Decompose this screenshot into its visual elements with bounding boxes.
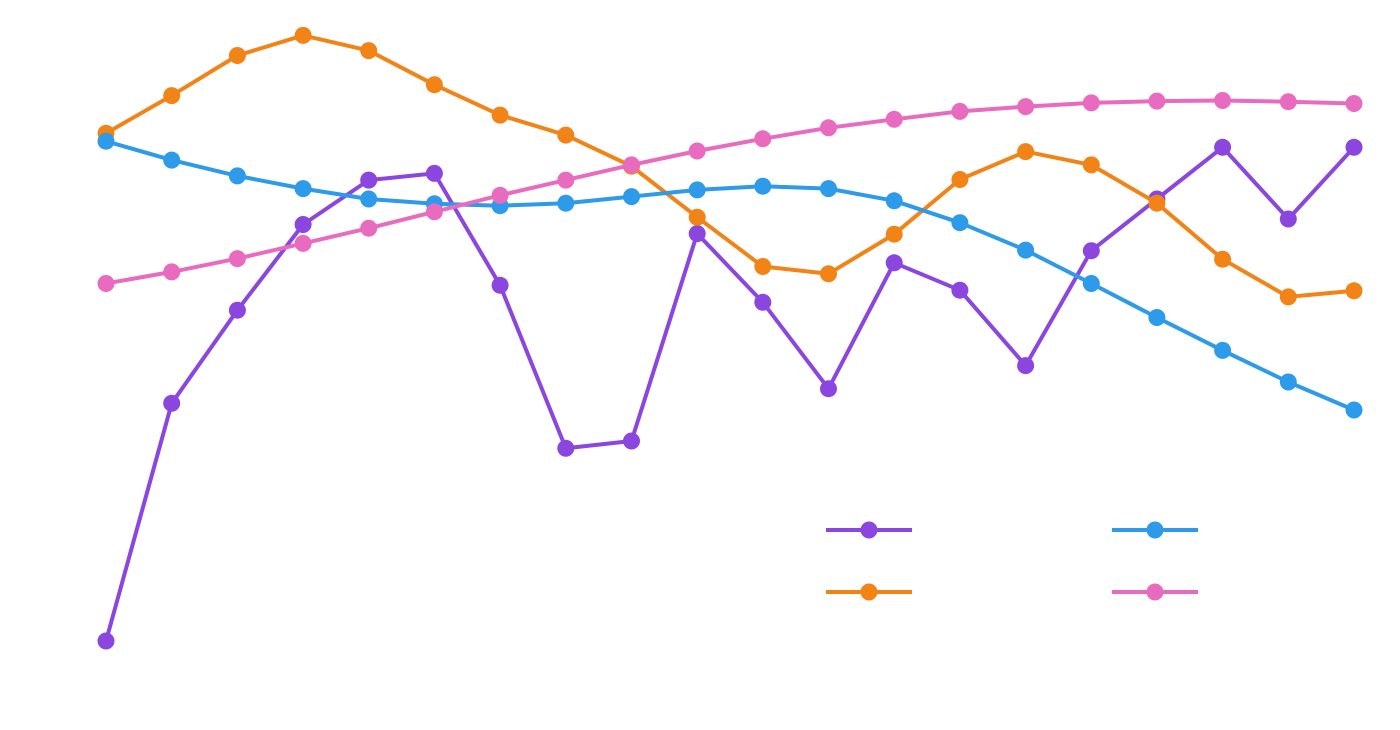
legend-item-4 — [1112, 583, 1198, 601]
series-4-point — [1148, 92, 1166, 110]
series-layer — [97, 26, 1363, 650]
series-1-point — [1082, 242, 1100, 260]
legend-item-3 — [1112, 521, 1198, 539]
series-1-point — [820, 380, 837, 398]
series-1-point — [951, 281, 969, 299]
series-2-point — [1279, 288, 1297, 306]
series-4-point — [294, 234, 312, 252]
series-1-point — [1345, 138, 1363, 156]
series-3-point — [623, 188, 640, 206]
series-2-point — [1082, 156, 1100, 174]
series-4-point — [491, 186, 509, 204]
series-4-point — [951, 102, 969, 120]
series-2-point — [1017, 143, 1035, 161]
series-2-point — [820, 265, 837, 283]
series-3-point — [228, 167, 246, 185]
series-3-point — [1279, 373, 1297, 391]
series-3-point — [1148, 309, 1166, 326]
series-2-point — [688, 208, 706, 226]
legend-swatch-marker — [1146, 583, 1164, 601]
series-4-point — [754, 130, 772, 148]
series-4-point — [1214, 92, 1232, 109]
series-2-point — [951, 171, 969, 188]
legend-swatch-marker — [860, 583, 878, 601]
series-3-point — [1214, 341, 1232, 359]
series-3-point — [1017, 241, 1035, 259]
series-2-point — [425, 76, 443, 94]
series-2 — [97, 26, 1363, 306]
series-1-point — [885, 254, 903, 272]
series-2-point — [294, 26, 312, 44]
series-2-point — [360, 42, 378, 60]
series-4-point — [1279, 93, 1297, 111]
series-4-point — [557, 171, 575, 189]
series-3-point — [1082, 275, 1100, 292]
series-1-point — [97, 632, 115, 650]
series-2-point — [1345, 282, 1363, 300]
series-1-point — [688, 225, 706, 243]
series-1-point — [425, 164, 443, 182]
series-4-point — [688, 142, 706, 160]
series-1-point — [360, 171, 378, 189]
legend-item-2 — [826, 583, 912, 601]
legend-item-1 — [826, 521, 912, 539]
series-2-point — [885, 225, 903, 243]
series-1-point — [163, 394, 181, 412]
series-2-point — [1214, 250, 1232, 268]
series-4 — [97, 92, 1363, 292]
series-1-point — [491, 276, 509, 294]
series-4-point — [1345, 95, 1363, 112]
series-3-point — [1345, 401, 1363, 419]
series-2-point — [491, 106, 509, 124]
series-3-point — [360, 190, 378, 208]
series-1-point — [557, 439, 575, 457]
series-4-point — [1082, 94, 1100, 112]
series-4-point — [228, 250, 246, 268]
series-2-point — [754, 258, 772, 275]
series-4-line — [104, 98, 1356, 286]
series-2-point — [163, 87, 181, 105]
series-4-point — [885, 110, 903, 128]
series-4-point — [425, 203, 443, 221]
series-4-point — [360, 219, 378, 237]
series-4-point — [623, 156, 640, 174]
series-1-point — [623, 432, 640, 450]
series-4-point — [1017, 98, 1035, 116]
series-4-point — [97, 275, 115, 292]
series-1-point — [1214, 138, 1232, 156]
series-1-line — [104, 145, 1356, 643]
series-1-point — [1279, 210, 1297, 228]
legend-swatch-marker — [860, 521, 878, 539]
series-1-point — [294, 216, 312, 233]
series-3-point — [294, 180, 312, 198]
series-3-point — [951, 214, 969, 232]
series-3 — [97, 132, 1363, 419]
legend-swatch-marker — [1146, 521, 1164, 539]
series-3-point — [557, 194, 575, 212]
series-3-point — [163, 151, 181, 169]
series-2-point — [1148, 194, 1166, 212]
series-3-point — [820, 180, 837, 198]
series-3-point — [688, 181, 706, 199]
series-2-point — [228, 47, 246, 64]
series-4-point — [820, 119, 837, 137]
series-1 — [97, 138, 1363, 650]
series-2-line — [104, 33, 1356, 299]
legend — [826, 521, 1198, 601]
series-3-line — [104, 139, 1356, 412]
series-1-point — [228, 301, 246, 319]
series-4-point — [163, 263, 181, 281]
series-1-point — [1017, 357, 1035, 375]
series-3-point — [885, 192, 903, 210]
series-3-point — [754, 177, 772, 195]
series-3-point — [97, 132, 115, 150]
series-1-point — [754, 293, 772, 311]
series-2-point — [557, 126, 575, 144]
